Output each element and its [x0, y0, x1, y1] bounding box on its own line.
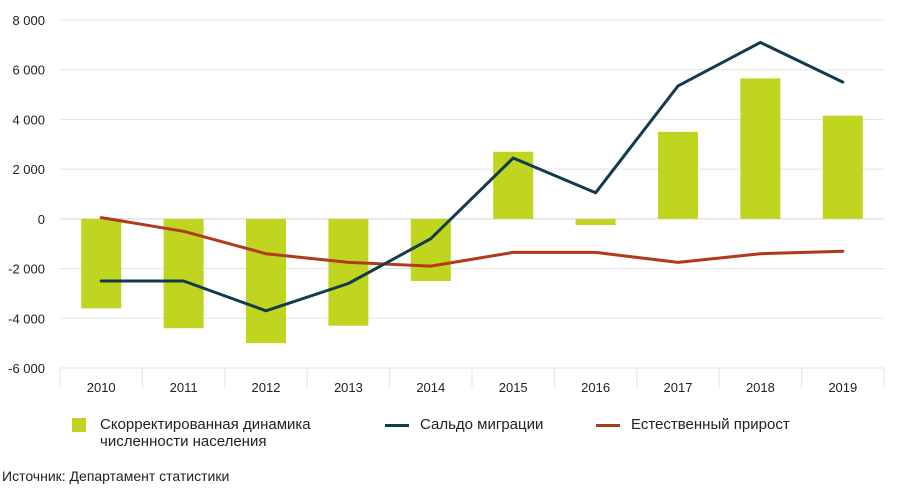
y-axis-ticks: -6 000 -4 000 -2 000 0 2 000 4 000 6 000 8 000 — [8, 13, 45, 376]
y-tick-label: 4 000 — [12, 112, 45, 127]
x-tick-label: 2011 — [170, 380, 198, 395]
line-migration — [101, 42, 843, 310]
x-tick-label: 2018 — [746, 380, 775, 395]
y-tick-label: 8 000 — [12, 13, 45, 28]
legend-swatch-natural — [596, 424, 620, 427]
legend-swatch-bar — [72, 418, 86, 432]
bar-2017 — [658, 132, 698, 219]
line-series — [101, 42, 843, 311]
x-tick-label: 2017 — [664, 380, 693, 395]
bar-2015 — [493, 152, 533, 219]
x-tick-label: 2012 — [252, 380, 281, 395]
source-note: Источник: Департамент статистики — [2, 468, 229, 484]
legend: Скорректированная динамика численности н… — [0, 416, 900, 456]
legend-item-population: Скорректированная динамика численности н… — [72, 416, 311, 450]
line-natural — [101, 218, 843, 267]
legend-label-population: Скорректированная динамика численности н… — [100, 416, 311, 450]
bar-2016 — [576, 219, 616, 225]
bar-2013 — [328, 219, 368, 326]
bar-2014 — [411, 219, 451, 281]
bar-2018 — [740, 78, 780, 218]
y-tick-label: -4 000 — [8, 311, 45, 326]
bar-2012 — [246, 219, 286, 343]
x-tick-label: 2010 — [87, 380, 116, 395]
y-tick-label: 0 — [38, 212, 45, 227]
bar-series — [81, 78, 863, 343]
y-tick-label: -6 000 — [8, 361, 45, 376]
legend-label-population-line1: Скорректированная динамика — [100, 416, 311, 433]
legend-label-population-line2: численности населения — [100, 433, 266, 450]
legend-label-migration: Сальдо миграции — [420, 416, 543, 433]
legend-item-natural: Естественный прирост — [596, 416, 790, 433]
x-tick-label: 2015 — [499, 380, 528, 395]
bar-2019 — [823, 116, 863, 219]
legend-item-migration: Сальдо миграции — [385, 416, 543, 433]
y-tick-label: -2 000 — [8, 262, 45, 277]
x-tick-label: 2019 — [828, 380, 857, 395]
bar-2010 — [81, 219, 121, 308]
x-tick-label: 2013 — [334, 380, 363, 395]
x-tick-label: 2014 — [416, 380, 445, 395]
y-tick-label: 2 000 — [12, 162, 45, 177]
legend-label-natural: Естественный прирост — [631, 416, 790, 433]
legend-swatch-migration — [385, 424, 409, 427]
y-tick-label: 6 000 — [12, 63, 45, 78]
x-tick-label: 2016 — [581, 380, 610, 395]
